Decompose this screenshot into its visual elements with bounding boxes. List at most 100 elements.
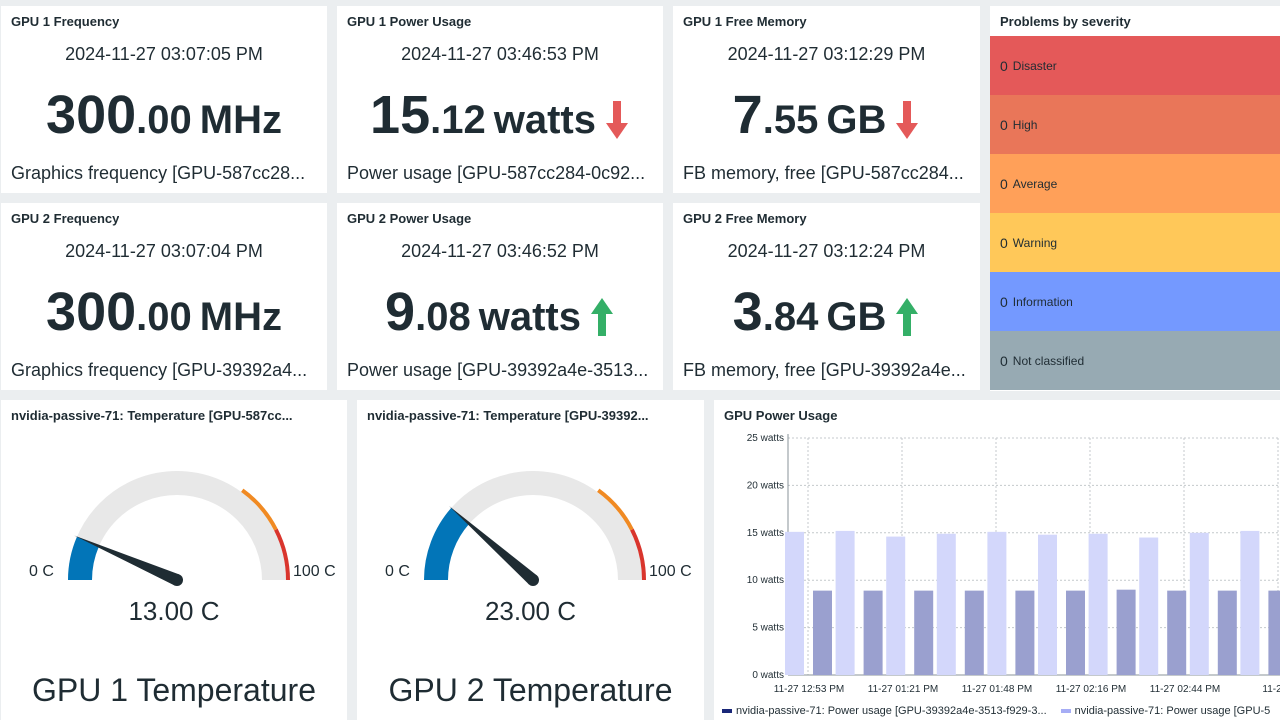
item-description: Graphics frequency [GPU-39392a4... xyxy=(11,360,308,380)
widget-title: GPU 2 Free Memory xyxy=(683,211,807,226)
item-value: 15.12 watts xyxy=(337,84,663,152)
severity-count: 0 xyxy=(1000,57,1008,74)
timestamp: 2024-11-27 03:07:04 PM xyxy=(65,241,263,261)
item-value-widget: GPU 1 Free Memory 2024-11-27 03:12:29 PM… xyxy=(673,6,980,193)
item-description: Power usage [GPU-587cc284-0c92... xyxy=(347,163,646,183)
widget-title: GPU 2 Frequency xyxy=(11,211,120,226)
gauge-widget: nvidia-passive-71: Temperature [GPU-587c… xyxy=(1,400,347,720)
bar-gpu2-power xyxy=(964,590,984,675)
item-value-widget: GPU 2 Free Memory 2024-11-27 03:12:24 PM… xyxy=(673,203,980,390)
bar-gpu1-power xyxy=(1240,530,1260,675)
legend-item[interactable]: nvidia-passive-71: Power usage [GPU-3939… xyxy=(722,705,1047,717)
value-unit: MHz xyxy=(199,98,282,142)
gauge-description: GPU 2 Temperature xyxy=(388,672,673,708)
bar-gpu2-power xyxy=(914,590,934,675)
bar-gpu2-power xyxy=(1167,590,1187,675)
timestamp: 2024-11-27 03:12:29 PM xyxy=(727,44,926,64)
severity-row-disaster[interactable]: 0 Disaster xyxy=(990,36,1280,95)
gpu-power-usage-graph-widget: GPU Power Usage 25 watts 20 watts 15 watts… xyxy=(714,400,1280,720)
value-integer: 3 xyxy=(732,282,763,342)
severity-count: 0 xyxy=(1000,293,1008,310)
bar-gpu1-power xyxy=(785,531,804,675)
bar-gpu2-power xyxy=(1015,590,1035,675)
item-value: 300.00 MHz xyxy=(1,84,327,146)
bar-gpu1-power xyxy=(835,530,855,675)
severity-count: 0 xyxy=(1000,352,1008,369)
x-tick-label: 11-27 01:21 PM xyxy=(868,684,938,695)
severity-label: Information xyxy=(1012,294,1073,309)
value-integer: 300 xyxy=(46,85,137,145)
legend-swatch xyxy=(722,709,732,713)
value-integer: 300 xyxy=(46,282,137,342)
value-unit: watts xyxy=(478,295,581,339)
severity-row-not-classified[interactable]: 0 Not classified xyxy=(990,331,1280,390)
x-tick-label: 11-27 0 xyxy=(1262,684,1280,695)
gauge-description: GPU 1 Temperature xyxy=(32,672,316,708)
timestamp: 2024-11-27 03:07:05 PM xyxy=(65,44,263,64)
bar-gpu2-power xyxy=(1217,590,1237,675)
gauge-dial xyxy=(68,471,290,586)
value-integer: 9 xyxy=(385,282,416,342)
widget-title: GPU 1 Free Memory xyxy=(683,14,807,29)
gauge-value: 23.00 C xyxy=(484,596,577,626)
item-value: 3.84 GB xyxy=(673,281,980,349)
y-tick-label: 0 watts xyxy=(752,670,784,681)
gauge-max-label: 100 C xyxy=(649,563,692,580)
bar-gpu2-power xyxy=(813,590,832,675)
severity-label: Warning xyxy=(1012,235,1058,250)
gauge-min-label: 0 C xyxy=(385,563,410,580)
value-unit: GB xyxy=(826,98,887,142)
x-tick-label: 11-27 02:44 PM xyxy=(1150,684,1220,695)
severity-label: High xyxy=(1012,117,1038,132)
bar-gpu1-power xyxy=(886,536,906,675)
bar-gpu1-power xyxy=(1038,534,1057,675)
bar-gpu1-power xyxy=(1088,533,1108,675)
value-decimal: .00 xyxy=(136,98,192,142)
severity-row-information[interactable]: 0 Information xyxy=(990,272,1280,331)
severity-label: Not classified xyxy=(1012,353,1085,368)
value-unit: watts xyxy=(493,98,596,142)
severity-row-warning[interactable]: 0 Warning xyxy=(990,213,1280,272)
item-value-widget: GPU 1 Frequency 2024-11-27 03:07:05 PM 3… xyxy=(1,6,327,193)
legend-swatch xyxy=(1060,709,1071,713)
y-tick-label: 5 watts xyxy=(752,623,784,634)
value-unit: MHz xyxy=(199,295,282,339)
value-integer: 15 xyxy=(370,85,431,145)
item-description: FB memory, free [GPU-39392a4e... xyxy=(683,360,966,380)
gauge-dial xyxy=(424,471,646,586)
widget-title: GPU 2 Power Usage xyxy=(347,211,472,226)
legend-label: nvidia-passive-71: Power usage [GPU-3939… xyxy=(736,705,1047,717)
bar-gpu2-power xyxy=(1268,590,1280,675)
graph-legend: nvidia-passive-71: Power usage [GPU-3939… xyxy=(722,705,1280,717)
gauge-widget: nvidia-passive-71: Temperature [GPU-3939… xyxy=(357,400,704,720)
item-value-widget: GPU 2 Power Usage 2024-11-27 03:46:52 PM… xyxy=(337,203,663,390)
bar-gpu2-power xyxy=(1066,590,1085,675)
bar-gpu1-power xyxy=(936,533,956,675)
timestamp: 2024-11-27 03:12:24 PM xyxy=(727,241,926,261)
gauge-value: 13.00 C xyxy=(128,596,220,626)
value-integer: 7 xyxy=(732,85,763,145)
widget-title: Problems by severity xyxy=(1000,14,1131,29)
legend-item[interactable]: nvidia-passive-71: Power usage [GPU-5 xyxy=(1060,705,1271,717)
value-decimal: .55 xyxy=(762,98,819,142)
legend-label: nvidia-passive-71: Power usage [GPU-5 xyxy=(1074,705,1271,717)
value-decimal: .00 xyxy=(136,295,192,339)
x-tick-label: 11-27 12:53 PM xyxy=(774,684,844,695)
severity-count: 0 xyxy=(1000,116,1008,133)
bar-gpu2-power xyxy=(863,590,883,675)
item-value-widget: GPU 1 Power Usage 2024-11-27 03:46:53 PM… xyxy=(337,6,663,193)
trend-down-arrow-icon xyxy=(604,99,630,146)
gauge-min-label: 0 C xyxy=(29,563,54,580)
value-decimal: .12 xyxy=(430,98,486,142)
trend-down-arrow-icon xyxy=(894,99,920,146)
bar-gpu1-power xyxy=(1189,532,1209,675)
item-description: Graphics frequency [GPU-587cc28... xyxy=(11,163,306,183)
severity-label: Disaster xyxy=(1012,58,1057,73)
severity-row-high[interactable]: 0 High xyxy=(990,95,1280,154)
bar-gpu1-power xyxy=(987,531,1007,675)
severity-row-average[interactable]: 0 Average xyxy=(990,154,1280,213)
severity-count: 0 xyxy=(1000,175,1008,192)
value-unit: GB xyxy=(826,295,887,339)
value-decimal: .84 xyxy=(762,295,819,339)
item-description: FB memory, free [GPU-587cc284... xyxy=(683,163,964,183)
